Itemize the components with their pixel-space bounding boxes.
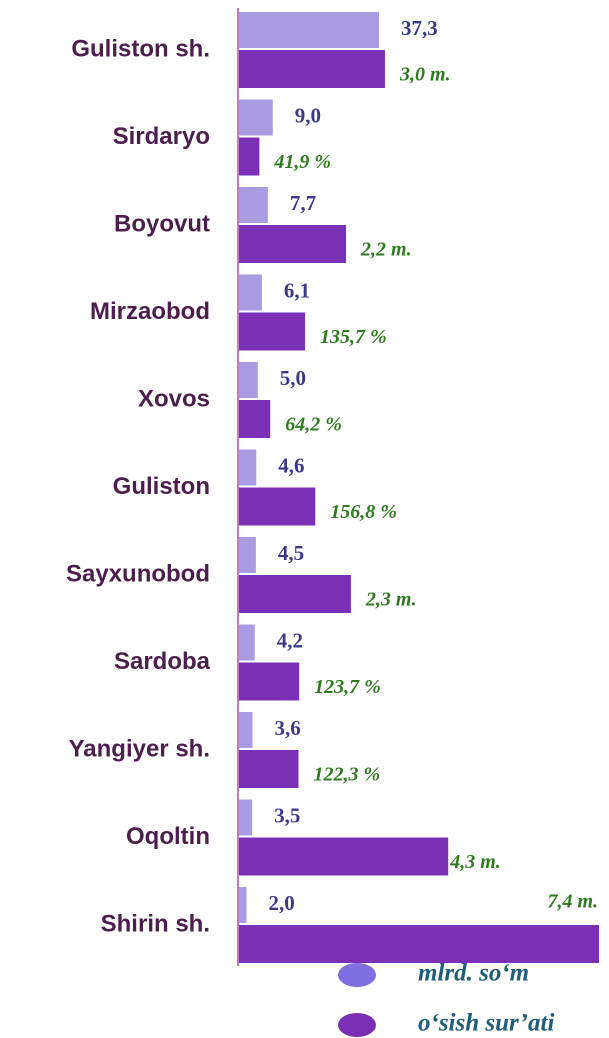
bar xyxy=(239,187,268,223)
bar xyxy=(239,662,300,701)
category-label: Sirdaryo xyxy=(113,123,210,150)
bar xyxy=(239,99,273,136)
bar xyxy=(239,837,449,876)
category-label: Yangiyer sh. xyxy=(69,735,210,762)
bar xyxy=(239,225,347,263)
category-label: Shirin sh. xyxy=(101,910,210,937)
bar xyxy=(239,362,258,398)
category-label: Xovos xyxy=(138,385,210,412)
value-label: 2,0 xyxy=(269,891,295,915)
value-label: 135,7 % xyxy=(320,326,387,348)
value-label: 4,5 xyxy=(278,541,304,565)
bar xyxy=(239,449,257,486)
bar xyxy=(239,712,253,748)
bar xyxy=(239,750,299,788)
value-label: 4,2 xyxy=(277,628,303,652)
value-label: 7,7 xyxy=(290,191,316,215)
bar xyxy=(239,624,255,661)
category-label: Sayxunobod xyxy=(66,560,210,587)
value-label: 7,4 m. xyxy=(547,891,598,913)
value-label: 156,8 % xyxy=(330,501,397,523)
bar xyxy=(239,887,247,923)
bar xyxy=(239,487,316,526)
legend-swatch xyxy=(338,1013,376,1037)
value-label: 2,3 m. xyxy=(365,589,417,611)
value-label: 3,0 m. xyxy=(399,64,451,86)
value-label: 5,0 xyxy=(280,366,306,390)
category-label: Oqoltin xyxy=(126,823,210,850)
category-label: Mirzaobod xyxy=(90,298,210,325)
value-label: 3,5 xyxy=(274,803,300,827)
bar xyxy=(239,799,253,836)
category-label: Guliston xyxy=(113,473,210,500)
value-label: 6,1 xyxy=(284,278,310,302)
category-label: Sardoba xyxy=(114,648,211,675)
value-label: 4,6 xyxy=(278,453,304,477)
bar xyxy=(239,925,599,963)
category-label: Boyovut xyxy=(114,210,210,237)
bar xyxy=(239,537,256,573)
bar xyxy=(239,137,260,176)
value-label: 122,3 % xyxy=(313,764,380,786)
bar xyxy=(239,575,351,613)
bar xyxy=(239,312,306,351)
value-label: 37,3 xyxy=(401,16,438,40)
value-label: 9,0 xyxy=(295,103,321,127)
bar xyxy=(239,400,271,438)
bar xyxy=(239,274,262,311)
legend-swatch xyxy=(338,963,376,987)
value-label: 41,9 % xyxy=(273,151,331,173)
value-label: 64,2 % xyxy=(285,414,342,436)
value-label: 2,2 m. xyxy=(360,239,412,261)
bar xyxy=(239,50,385,88)
legend-label: mlrd. so‘m xyxy=(418,960,529,987)
value-label: 3,6 xyxy=(275,716,301,740)
value-label: 4,3 m. xyxy=(449,851,501,873)
legend-label: o‘sish sur’ati xyxy=(418,1010,554,1037)
value-label: 123,7 % xyxy=(314,676,381,698)
category-label: Guliston sh. xyxy=(71,35,210,62)
bar xyxy=(239,12,379,48)
